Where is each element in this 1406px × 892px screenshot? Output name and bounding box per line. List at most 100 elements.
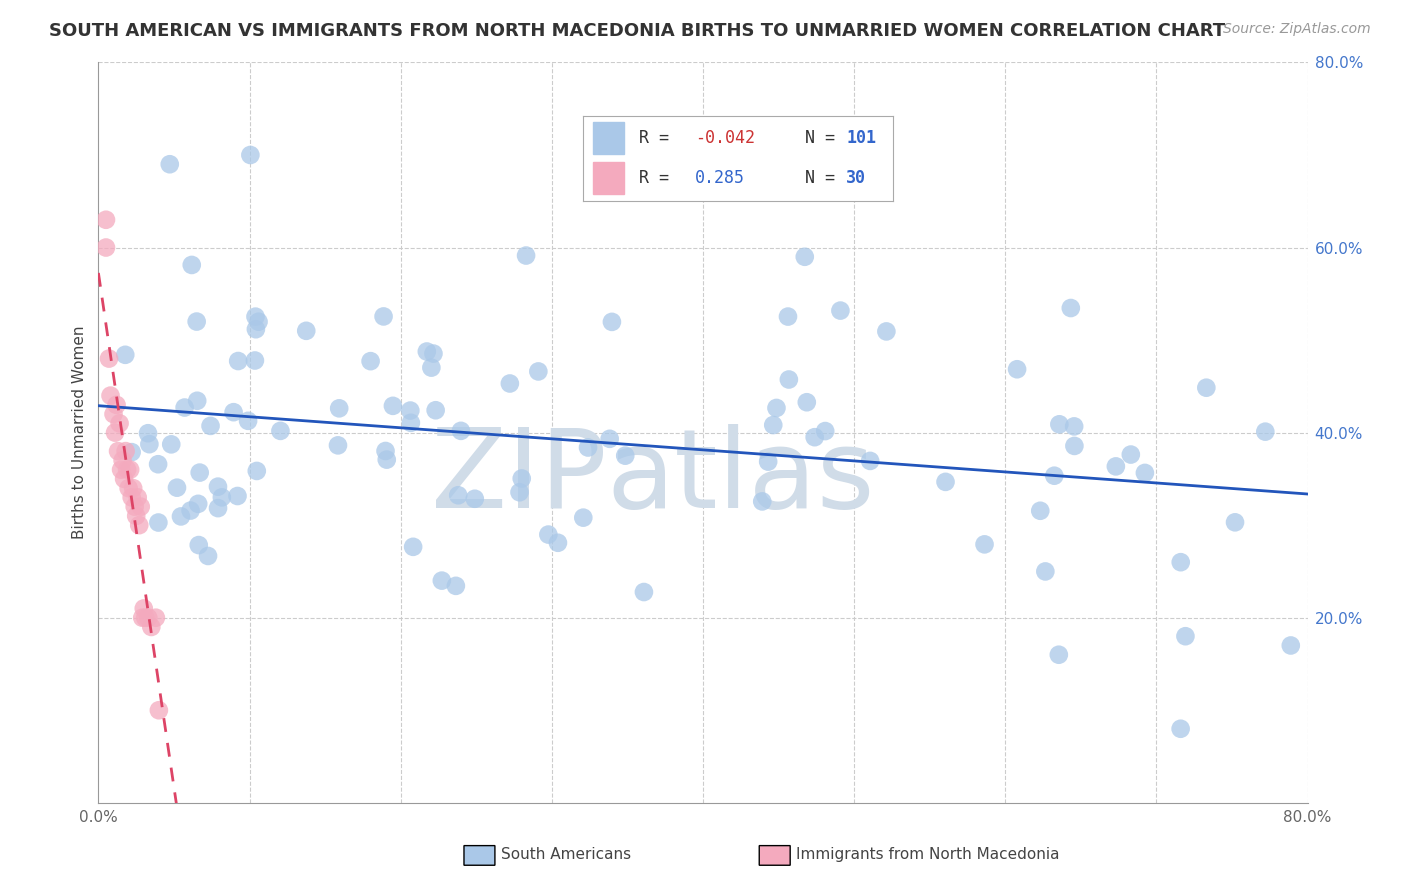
Point xyxy=(159,157,181,171)
Point xyxy=(537,527,560,541)
Point xyxy=(814,424,837,438)
Point xyxy=(399,403,422,417)
Point xyxy=(1174,629,1197,643)
Point xyxy=(136,426,159,441)
Point xyxy=(509,485,531,500)
Point xyxy=(211,491,233,505)
Point xyxy=(186,314,208,328)
Point xyxy=(1063,439,1085,453)
Point xyxy=(1223,516,1246,530)
Point xyxy=(94,212,117,227)
Point xyxy=(247,315,270,329)
Point xyxy=(246,464,269,478)
Point xyxy=(499,376,522,391)
Point xyxy=(374,444,396,458)
Point xyxy=(572,510,595,524)
Point xyxy=(129,500,152,514)
Point xyxy=(207,501,229,516)
Point xyxy=(200,418,222,433)
Point xyxy=(121,445,143,459)
Point xyxy=(375,452,398,467)
Point xyxy=(115,462,138,476)
Bar xyxy=(593,122,624,154)
Point xyxy=(148,516,170,530)
Point xyxy=(756,455,779,469)
Point xyxy=(1033,565,1056,579)
Point xyxy=(111,453,134,467)
Text: R =: R = xyxy=(640,129,679,147)
Point xyxy=(1060,301,1083,315)
Point xyxy=(145,610,167,624)
Point xyxy=(121,491,143,505)
Point xyxy=(751,494,773,508)
Point xyxy=(776,310,799,324)
Point xyxy=(796,395,818,409)
Point xyxy=(187,497,209,511)
Point xyxy=(399,416,422,430)
Point xyxy=(134,610,156,624)
Text: atlas: atlas xyxy=(606,424,875,531)
Point xyxy=(94,240,117,255)
Point xyxy=(527,364,550,378)
Point xyxy=(100,388,122,402)
Point xyxy=(599,432,621,446)
Point xyxy=(269,424,291,438)
Point xyxy=(416,344,439,359)
Point xyxy=(243,353,266,368)
Point xyxy=(107,444,129,458)
Point xyxy=(1195,381,1218,395)
Point xyxy=(1029,504,1052,518)
Point xyxy=(614,449,637,463)
Text: South Americans: South Americans xyxy=(501,847,631,862)
Bar xyxy=(593,161,624,194)
Point xyxy=(207,480,229,494)
Point xyxy=(141,620,163,634)
Point xyxy=(197,549,219,563)
Point xyxy=(132,601,155,615)
Point xyxy=(295,324,318,338)
Point xyxy=(104,425,127,440)
Point xyxy=(633,585,655,599)
Point xyxy=(245,322,267,336)
Point xyxy=(108,417,131,431)
Point xyxy=(114,444,136,458)
Text: ZIP: ZIP xyxy=(430,424,606,531)
Point xyxy=(186,393,208,408)
Point xyxy=(226,354,249,368)
Point xyxy=(125,508,148,523)
Point xyxy=(131,610,153,624)
Point xyxy=(1119,448,1142,462)
Point xyxy=(1279,639,1302,653)
Point xyxy=(793,250,815,264)
Point xyxy=(112,472,135,486)
Point xyxy=(188,466,211,480)
Point xyxy=(148,703,170,717)
Point xyxy=(124,500,146,514)
Point xyxy=(173,401,195,415)
Text: 30: 30 xyxy=(846,169,866,186)
Point xyxy=(859,454,882,468)
Point xyxy=(127,491,149,505)
Point xyxy=(98,351,121,366)
Point xyxy=(105,398,128,412)
Point xyxy=(373,310,395,324)
Text: 101: 101 xyxy=(846,129,876,147)
Point xyxy=(515,248,537,262)
Text: 0.285: 0.285 xyxy=(695,169,745,186)
Point xyxy=(803,430,825,444)
Point xyxy=(450,424,472,438)
Point xyxy=(1043,468,1066,483)
Point xyxy=(180,258,202,272)
Point xyxy=(576,441,599,455)
Point xyxy=(510,471,533,485)
Text: N =: N = xyxy=(785,129,845,147)
Point xyxy=(830,303,852,318)
Point xyxy=(402,540,425,554)
Point xyxy=(1047,648,1070,662)
Point xyxy=(444,579,467,593)
Point xyxy=(326,438,349,452)
Text: SOUTH AMERICAN VS IMMIGRANTS FROM NORTH MACEDONIA BIRTHS TO UNMARRIED WOMEN CORR: SOUTH AMERICAN VS IMMIGRANTS FROM NORTH … xyxy=(49,22,1226,40)
Point xyxy=(464,491,486,506)
Point xyxy=(600,315,623,329)
Point xyxy=(110,462,132,476)
